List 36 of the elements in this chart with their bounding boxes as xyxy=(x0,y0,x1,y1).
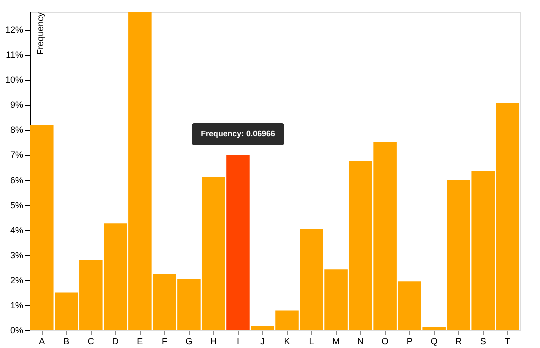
y-axis-title: Frequency xyxy=(36,12,46,56)
x-tick-label: P xyxy=(406,336,413,346)
x-tick-label: H xyxy=(210,336,217,346)
x-tick-label: N xyxy=(358,336,364,346)
x-tick-label: D xyxy=(112,336,120,346)
x-tick-label: J xyxy=(260,336,265,346)
x-tick-label: L xyxy=(309,336,314,346)
y-tick-label: 9% xyxy=(10,100,24,110)
y-tick-label: 1% xyxy=(10,300,24,310)
x-tick-label: A xyxy=(39,336,46,346)
x-tick-label: F xyxy=(162,336,168,346)
y-tick-label: 12% xyxy=(5,25,24,36)
annotation: Frequency: 0.06966 xyxy=(201,129,276,138)
x-tick-label: S xyxy=(480,336,486,346)
x-tick-label: G xyxy=(186,336,193,346)
y-tick-label: 10% xyxy=(5,75,24,86)
x-tick-label: B xyxy=(64,336,70,346)
x-tick-label: E xyxy=(137,336,144,346)
y-tick-label: 4% xyxy=(10,225,24,236)
x-tick-label: M xyxy=(332,336,340,346)
x-tick-label: I xyxy=(236,336,240,346)
y-tick-label: 0% xyxy=(10,326,24,336)
y-tick-label: 3% xyxy=(10,250,24,260)
x-tick-label: Q xyxy=(430,336,438,346)
x-tick-label: R xyxy=(456,336,463,346)
x-tick-label: O xyxy=(382,336,389,346)
x-tick-label: T xyxy=(505,336,512,346)
y-tick-label: 7% xyxy=(10,150,24,160)
x-tick-label: K xyxy=(284,336,290,346)
x-tick-label: C xyxy=(88,336,95,346)
y-tick-label: 11% xyxy=(6,50,24,60)
y-tick-label: 5% xyxy=(10,200,24,210)
y-tick-label: 8% xyxy=(10,125,24,136)
y-tick-label: 6% xyxy=(10,175,24,186)
y-tick-label: 2% xyxy=(10,275,24,286)
bar xyxy=(226,155,250,330)
